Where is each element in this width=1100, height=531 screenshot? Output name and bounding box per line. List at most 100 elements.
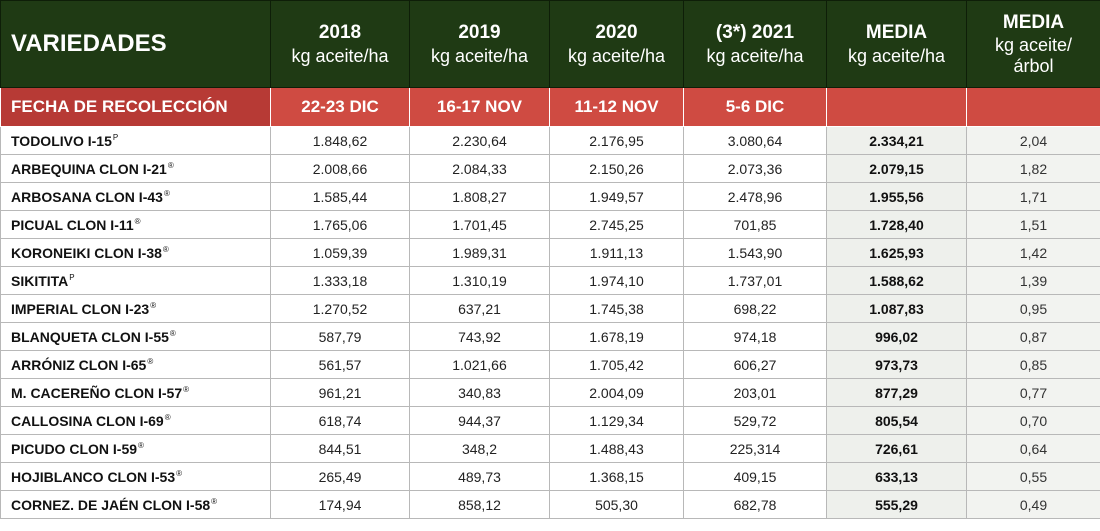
table-row: M. CACEREÑO CLON I-57® 961,21 340,83 2.004,… (0, 378, 1100, 407)
average-per-tree: 0,49 (966, 490, 1100, 519)
average-per-ha: 973,73 (826, 350, 967, 379)
average-per-ha: 555,29 (826, 490, 967, 519)
variety-name: ARBOSANA CLON I-43 (11, 188, 163, 205)
value-2020: 505,30 (549, 490, 684, 519)
average-per-tree: 1,39 (966, 266, 1100, 295)
variety-mark: ® (150, 300, 157, 310)
variety-name: PICUDO CLON I-59 (11, 440, 138, 457)
value-2018: 265,49 (270, 462, 410, 491)
variety-name-cell: PICUDO CLON I-59® (0, 434, 271, 463)
header-unit: kg aceite/ (994, 35, 1073, 55)
value-2021: 2.073,36 (683, 154, 827, 183)
variety-name-cell: ARBOSANA CLON I-43® (0, 182, 271, 211)
table-row: IMPERIAL CLON I-23® 1.270,52 637,21 1.745,3… (0, 294, 1100, 323)
variety-name-cell: KORONEIKI CLON I-38® (0, 238, 271, 267)
average-per-ha: 1.087,83 (826, 294, 967, 323)
header-row: VARIEDADES 2018 kg aceite/ha 2019 kg aceit… (0, 0, 1100, 88)
variety-name: KORONEIKI CLON I-38 (11, 244, 162, 261)
average-per-tree: 1,51 (966, 210, 1100, 239)
average-per-tree: 0,95 (966, 294, 1100, 323)
value-2020: 1.911,13 (549, 238, 684, 267)
variety-name-cell: ARBEQUINA CLON I-21® (0, 154, 271, 183)
variety-name: TODOLIVO I-15 (11, 132, 112, 149)
harvest-date-row: FECHA DE RECOLECCIÓN 22-23 DIC 16-17 NOV… (0, 87, 1100, 127)
value-2019: 489,73 (409, 462, 550, 491)
variety-mark: ® (176, 468, 183, 478)
variety-name-cell: BLANQUETA CLON I-55® (0, 322, 271, 351)
table-row: CORNEZ. DE JAÉN CLON I-58® 174,94 858,12 50… (0, 490, 1100, 519)
average-per-ha: 2.334,21 (826, 126, 967, 155)
variety-mark: ® (147, 356, 154, 366)
variety-mark: ® (167, 160, 174, 170)
variety-name: CALLOSINA CLON I-69 (11, 412, 164, 429)
header-unit-line2: árbol (1013, 56, 1054, 76)
value-2021: 3.080,64 (683, 126, 827, 155)
value-2018: 1.848,62 (270, 126, 410, 155)
header-unit: kg aceite/ha (567, 46, 666, 66)
average-per-ha: 1.625,93 (826, 238, 967, 267)
harvest-date-2019: 16-17 NOV (409, 87, 550, 127)
value-2021: 2.478,96 (683, 182, 827, 211)
average-per-tree: 1,82 (966, 154, 1100, 183)
average-per-ha: 996,02 (826, 322, 967, 351)
value-2021: 701,85 (683, 210, 827, 239)
value-2021: 974,18 (683, 322, 827, 351)
value-2021: 682,78 (683, 490, 827, 519)
table-row: PICUAL CLON I-11® 1.765,06 1.701,45 2.745,2… (0, 210, 1100, 239)
value-2020: 2.004,09 (549, 378, 684, 407)
value-2021: 409,15 (683, 462, 827, 491)
value-2020: 1.129,34 (549, 406, 684, 435)
value-2021: 1.737,01 (683, 266, 827, 295)
header-media-tree: MEDIA kg aceite/árbol (966, 0, 1100, 88)
average-per-ha: 633,13 (826, 462, 967, 491)
variety-mark: ® (163, 188, 170, 198)
value-2020: 2.745,25 (549, 210, 684, 239)
variety-name-cell: CORNEZ. DE JAÉN CLON I-58® (0, 490, 271, 519)
variety-name: PICUAL CLON I-11 (11, 216, 134, 233)
variety-name: CORNEZ. DE JAÉN CLON I-58 (11, 496, 211, 513)
header-year: MEDIA (865, 22, 928, 43)
table-row: HOJIBLANCO CLON I-53® 265,49 489,73 1.368,1… (0, 462, 1100, 491)
header-unit: kg aceite/ha (847, 46, 946, 66)
variety-name-cell: ARRÓNIZ CLON I-65® (0, 350, 271, 379)
variety-name: IMPERIAL CLON I-23 (11, 300, 150, 317)
value-2020: 1.949,57 (549, 182, 684, 211)
average-per-ha: 1.588,62 (826, 266, 967, 295)
header-year: (3*) 2021 (715, 22, 795, 43)
table-row: SIKITITAP 1.333,18 1.310,19 1.974,10 1.737,0… (0, 266, 1100, 295)
harvest-date-2020: 11-12 NOV (549, 87, 684, 127)
value-2020: 2.150,26 (549, 154, 684, 183)
variety-mark: ® (162, 244, 169, 254)
variety-mark: ® (169, 328, 176, 338)
variety-name-cell: TODOLIVO I-15P (0, 126, 271, 155)
value-2019: 1.021,66 (409, 350, 550, 379)
header-year: 2018 (318, 22, 362, 43)
value-2018: 2.008,66 (270, 154, 410, 183)
value-2020: 1.974,10 (549, 266, 684, 295)
header-media-ha: MEDIA kg aceite/ha (826, 0, 967, 88)
value-2021: 698,22 (683, 294, 827, 323)
value-2019: 2.084,33 (409, 154, 550, 183)
value-2020: 1.745,38 (549, 294, 684, 323)
value-2021: 203,01 (683, 378, 827, 407)
table-row: PICUDO CLON I-59® 844,51 348,2 1.488,43 225,… (0, 434, 1100, 463)
header-year: MEDIA (1002, 12, 1065, 33)
value-2018: 1.059,39 (270, 238, 410, 267)
value-2018: 844,51 (270, 434, 410, 463)
value-2020: 1.678,19 (549, 322, 684, 351)
average-per-ha: 726,61 (826, 434, 967, 463)
variety-mark: ® (134, 216, 141, 226)
value-2019: 2.230,64 (409, 126, 550, 155)
header-year: 2020 (595, 22, 638, 43)
table-row: TODOLIVO I-15P 1.848,62 2.230,64 2.176,95 3.… (0, 126, 1100, 155)
value-2018: 1.585,44 (270, 182, 410, 211)
table-row: CALLOSINA CLON I-69® 618,74 944,37 1.129,34… (0, 406, 1100, 435)
value-2018: 174,94 (270, 490, 410, 519)
average-per-ha: 1.728,40 (826, 210, 967, 239)
average-per-ha: 805,54 (826, 406, 967, 435)
table-row: BLANQUETA CLON I-55® 587,79 743,92 1.678,19… (0, 322, 1100, 351)
value-2021: 529,72 (683, 406, 827, 435)
value-2020: 2.176,95 (549, 126, 684, 155)
value-2020: 1.705,42 (549, 350, 684, 379)
average-per-tree: 0,64 (966, 434, 1100, 463)
